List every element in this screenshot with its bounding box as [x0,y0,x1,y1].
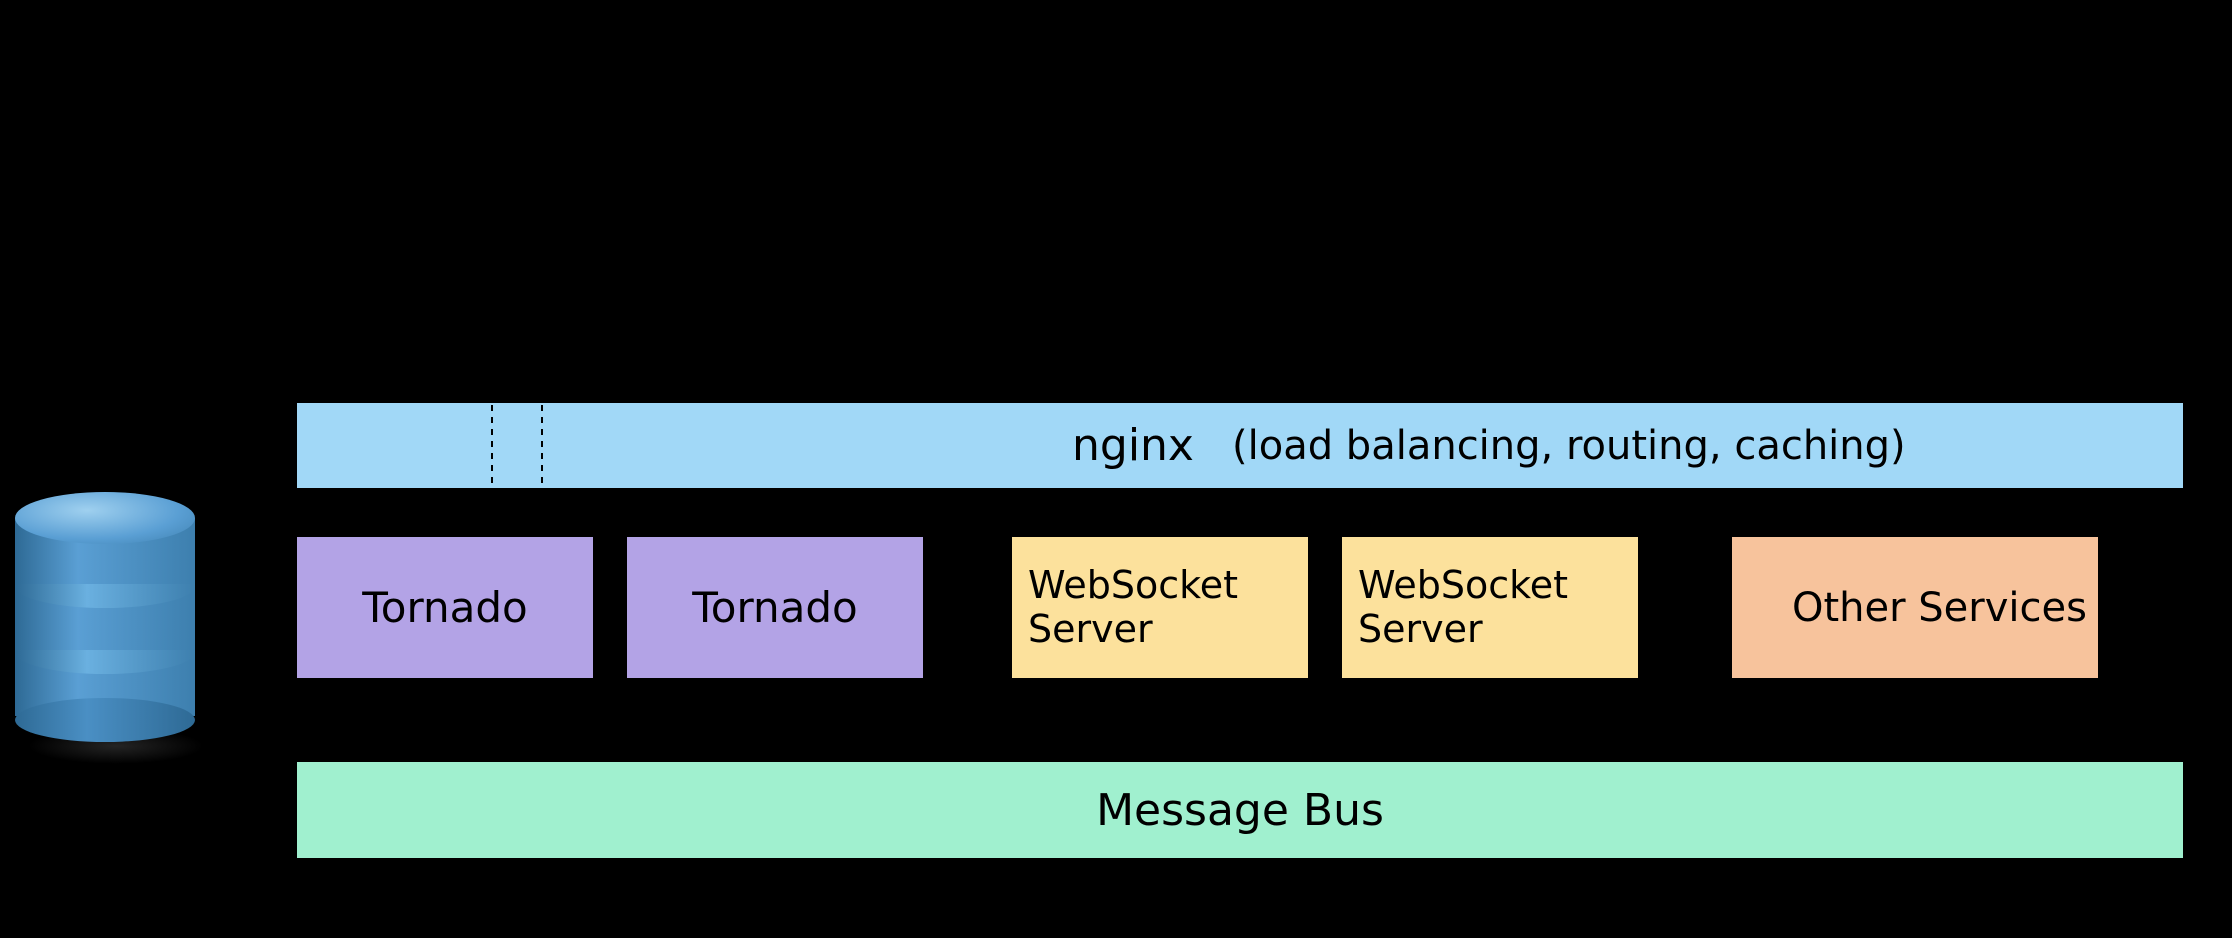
nginx-dashes [297,403,2183,488]
nginx-bar: nginx (load balancing, routing, caching) [295,401,2185,490]
websocket-label-1: WebSocket Server [1028,564,1308,651]
message-bus-bar: Message Bus [295,760,2185,860]
tornado-label-2: Tornado [692,583,857,632]
other-services-label: Other Services [1792,585,2087,631]
websocket-box-2: WebSocket Server [1340,535,1640,680]
tornado-box-2: Tornado [625,535,925,680]
tornado-label-1: Tornado [362,583,527,632]
other-services-box: Other Services [1730,535,2100,680]
message-bus-label: Message Bus [1096,785,1384,836]
websocket-label-2: WebSocket Server [1358,564,1638,651]
db-seg-3-bottom [15,698,195,742]
websocket-box-1: WebSocket Server [1010,535,1310,680]
tornado-box-1: Tornado [295,535,595,680]
db-top [15,492,195,544]
